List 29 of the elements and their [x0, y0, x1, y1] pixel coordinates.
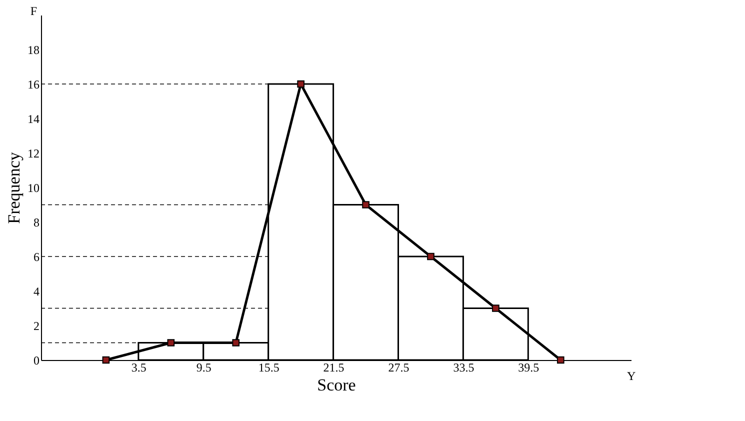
- point: [102, 356, 110, 364]
- point: [297, 80, 304, 88]
- x-tick-label: 21.5: [323, 360, 344, 374]
- point: [232, 339, 240, 346]
- x-tick-label: 39.5: [518, 360, 540, 374]
- x-tick-label: 15.5: [258, 360, 280, 374]
- point: [427, 252, 434, 260]
- y-tick-label: 4: [34, 284, 40, 298]
- point: [556, 356, 564, 364]
- point: [167, 339, 175, 346]
- y-tick-label: 2: [34, 319, 40, 333]
- y-tick-label: 12: [28, 146, 40, 160]
- text: F: [30, 4, 38, 18]
- y-tick-label: 14: [28, 112, 40, 126]
- y-tick-label: 16: [28, 78, 40, 92]
- y-axis-title: Frequency: [4, 152, 24, 224]
- x-tick-label: 33.5: [453, 360, 474, 374]
- y-tick-label: 8: [34, 216, 40, 230]
- x-axis-title: Score: [317, 376, 356, 394]
- point: [492, 304, 500, 312]
- y-tick-label: 6: [34, 250, 40, 264]
- point: [362, 201, 370, 208]
- y-tick-label: 0: [34, 354, 40, 368]
- y-tick-label: 10: [28, 181, 40, 195]
- y-tick-label: 18: [28, 43, 40, 57]
- text: Y: [627, 369, 636, 383]
- x-tick-label: 27.5: [388, 360, 410, 374]
- x-tick-label: 3.5: [131, 360, 146, 374]
- x-tick-label: 9.5: [196, 360, 212, 374]
